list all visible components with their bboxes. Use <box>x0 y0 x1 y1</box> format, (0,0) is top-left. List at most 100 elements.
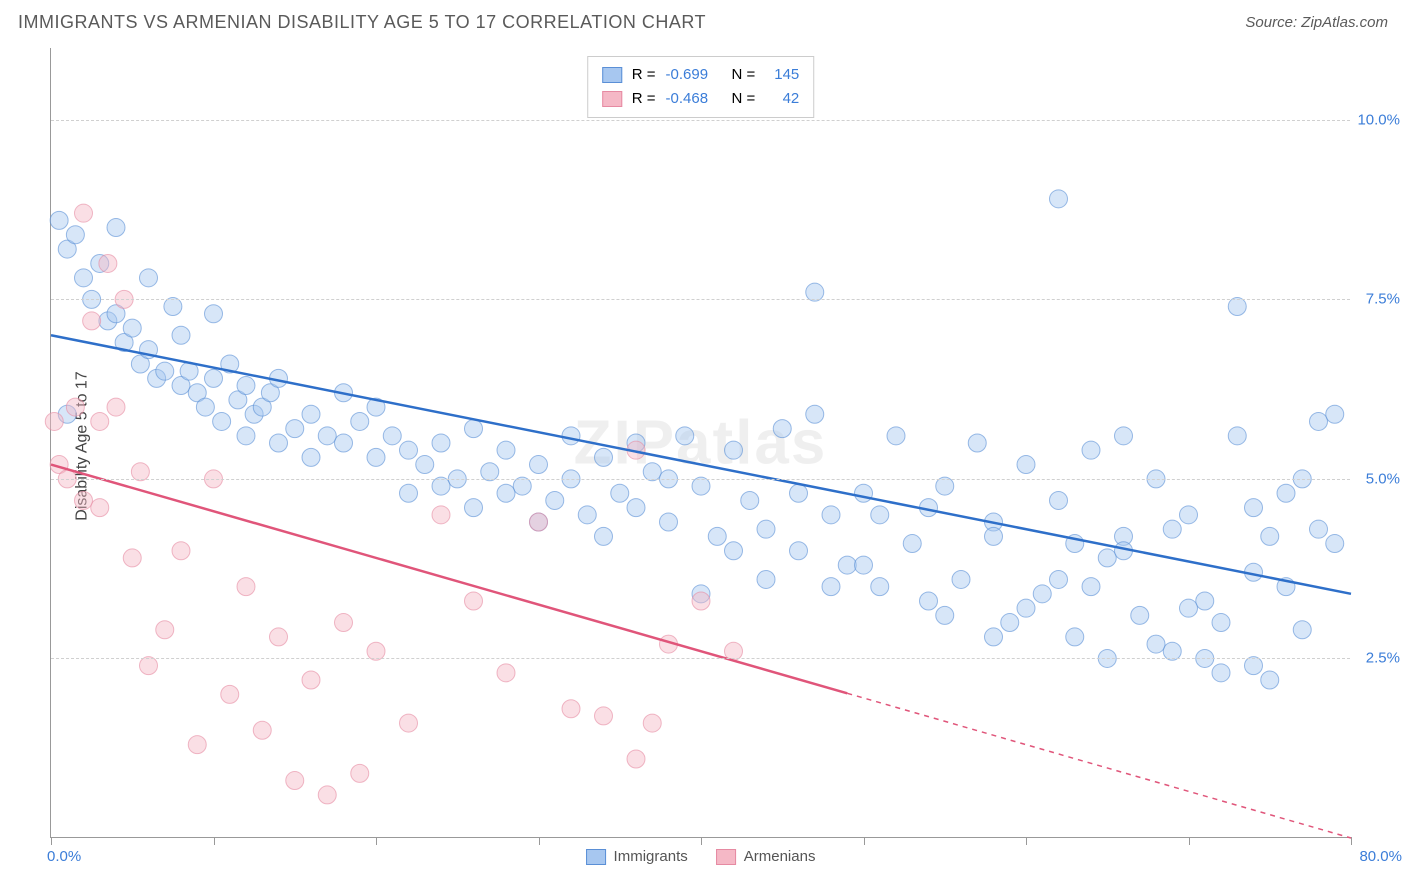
data-point <box>156 621 174 639</box>
data-point <box>237 377 255 395</box>
gridline <box>51 479 1350 480</box>
data-point <box>75 491 93 509</box>
data-point <box>497 441 515 459</box>
data-point <box>156 362 174 380</box>
data-point <box>660 513 678 531</box>
data-point <box>871 506 889 524</box>
data-point <box>725 542 743 560</box>
data-point <box>1212 664 1230 682</box>
data-point <box>1147 635 1165 653</box>
data-point <box>302 448 320 466</box>
data-point <box>773 420 791 438</box>
data-point <box>432 506 450 524</box>
x-tick <box>214 837 215 845</box>
data-point <box>1277 484 1295 502</box>
legend-r-value: -0.699 <box>666 63 722 87</box>
data-point <box>400 714 418 732</box>
data-point <box>99 254 117 272</box>
data-point <box>1066 628 1084 646</box>
correlation-legend: R =-0.699N =145R =-0.468N =42 <box>587 56 815 118</box>
data-point <box>205 305 223 323</box>
data-point <box>237 427 255 445</box>
data-point <box>465 420 483 438</box>
data-point <box>253 721 271 739</box>
data-point <box>196 398 214 416</box>
data-point <box>903 535 921 553</box>
data-point <box>318 786 336 804</box>
data-point <box>107 398 125 416</box>
data-point <box>221 685 239 703</box>
legend-r-label: R = <box>632 63 656 87</box>
data-point <box>270 434 288 452</box>
data-point <box>806 405 824 423</box>
data-point <box>757 570 775 588</box>
x-tick <box>864 837 865 845</box>
x-axis-max-label: 80.0% <box>1359 848 1402 865</box>
legend-n-label: N = <box>732 87 756 111</box>
data-point <box>1017 456 1035 474</box>
data-point <box>627 750 645 768</box>
trend-line <box>51 335 1351 594</box>
data-point <box>302 405 320 423</box>
data-point <box>66 398 84 416</box>
data-point <box>1001 614 1019 632</box>
data-point <box>123 319 141 337</box>
x-axis-min-label: 0.0% <box>47 848 81 865</box>
data-point <box>66 226 84 244</box>
data-point <box>627 499 645 517</box>
data-point <box>465 499 483 517</box>
data-point <box>871 578 889 596</box>
data-point <box>83 312 101 330</box>
data-point <box>383 427 401 445</box>
data-point <box>595 707 613 725</box>
data-point <box>1017 599 1035 617</box>
data-point <box>757 520 775 538</box>
data-point <box>188 736 206 754</box>
data-point <box>1082 578 1100 596</box>
data-point <box>416 456 434 474</box>
y-tick-label: 10.0% <box>1354 111 1400 128</box>
data-point <box>530 456 548 474</box>
data-point <box>887 427 905 445</box>
data-point <box>1212 614 1230 632</box>
x-tick <box>1189 837 1190 845</box>
data-point <box>855 484 873 502</box>
data-point <box>1326 405 1344 423</box>
data-point <box>708 527 726 545</box>
scatter-svg <box>51 48 1350 837</box>
data-point <box>741 491 759 509</box>
data-point <box>1245 499 1263 517</box>
data-point <box>432 434 450 452</box>
x-tick <box>1026 837 1027 845</box>
data-point <box>1033 585 1051 603</box>
data-point <box>676 427 694 445</box>
data-point <box>595 448 613 466</box>
data-point <box>1326 535 1344 553</box>
data-point <box>1310 520 1328 538</box>
data-point <box>1115 427 1133 445</box>
legend-n-label: N = <box>732 63 756 87</box>
data-point <box>952 570 970 588</box>
data-point <box>172 326 190 344</box>
data-point <box>1261 527 1279 545</box>
data-point <box>790 542 808 560</box>
legend-series-item: Armenians <box>716 848 816 865</box>
legend-swatch <box>716 849 736 865</box>
data-point <box>1310 412 1328 430</box>
data-point <box>270 628 288 646</box>
source-attribution: Source: ZipAtlas.com <box>1245 14 1388 31</box>
data-point <box>920 592 938 610</box>
data-point <box>140 269 158 287</box>
data-point <box>91 499 109 517</box>
chart-plot-area: ZIPatlas R =-0.699N =145R =-0.468N =42 I… <box>50 48 1350 838</box>
data-point <box>75 269 93 287</box>
data-point <box>497 484 515 502</box>
data-point <box>822 506 840 524</box>
data-point <box>546 491 564 509</box>
data-point <box>790 484 808 502</box>
y-tick-label: 7.5% <box>1354 291 1400 308</box>
legend-series-label: Armenians <box>744 848 816 865</box>
gridline <box>51 658 1350 659</box>
legend-n-value: 42 <box>765 87 799 111</box>
legend-swatch <box>602 67 622 83</box>
